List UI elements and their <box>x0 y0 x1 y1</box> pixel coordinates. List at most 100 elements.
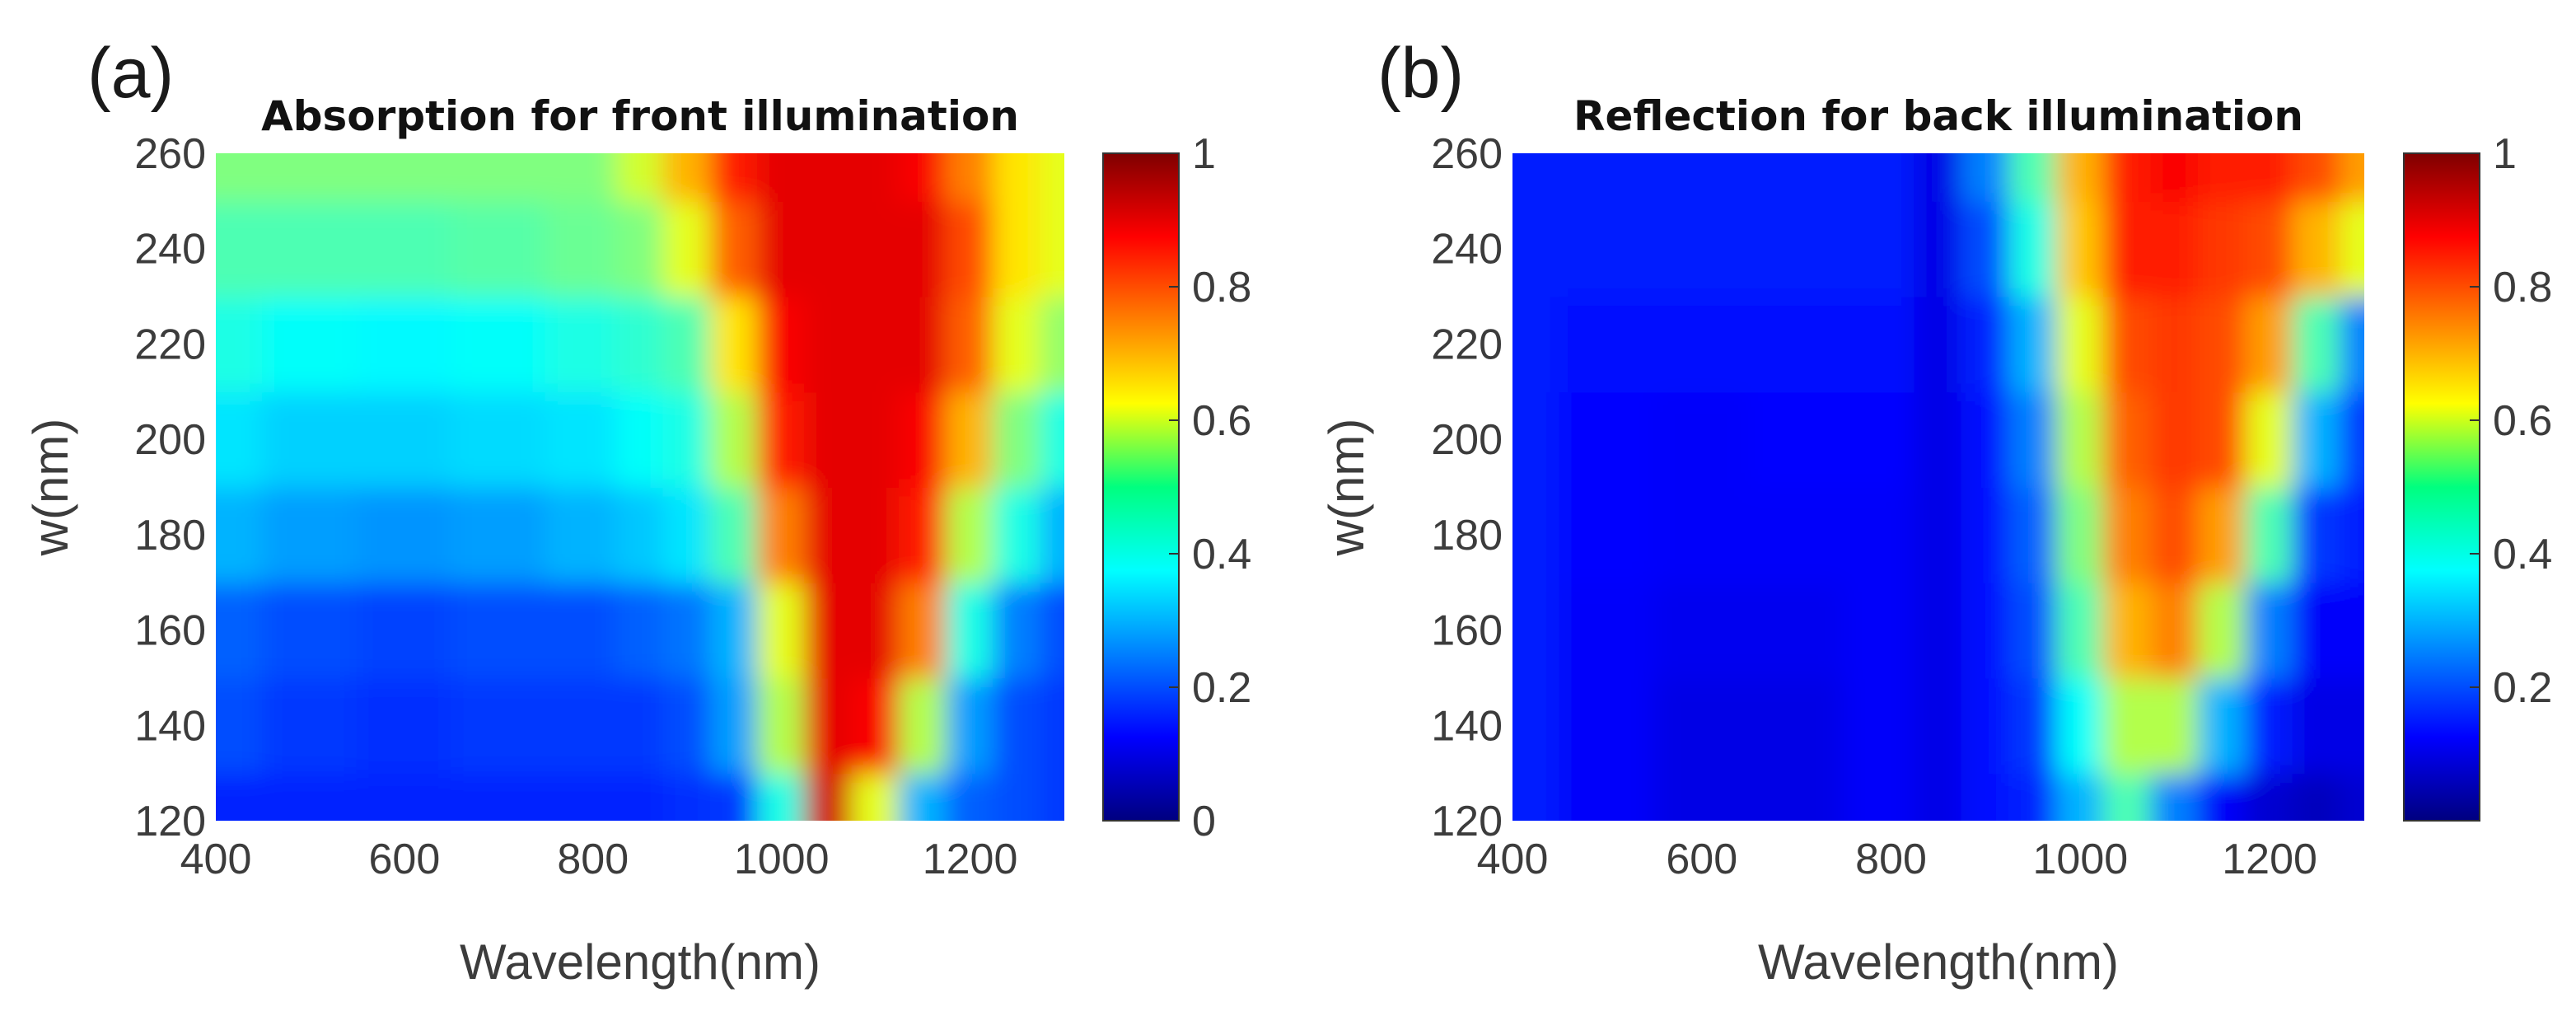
plot-title-b: Reflection for back illumination <box>1573 92 2303 140</box>
heat-cell <box>2197 295 2247 393</box>
heat-cell <box>1040 772 1064 821</box>
heat-cell <box>2008 581 2058 679</box>
heat-cell <box>851 486 900 583</box>
heat-cell <box>1512 486 1561 583</box>
heat-cell <box>2292 772 2342 821</box>
heat-cell <box>709 199 760 297</box>
heat-cell <box>2197 486 2247 583</box>
x-tick-label: 1200 <box>2222 836 2317 883</box>
heat-cell <box>1748 581 1845 679</box>
heat-cell <box>1512 199 1561 297</box>
heat-cell <box>545 199 618 297</box>
heat-cell <box>945 486 995 583</box>
heat-cell <box>851 199 900 297</box>
heat-cell <box>2008 391 2058 488</box>
heat-cell <box>1961 391 2011 488</box>
heat-cell <box>898 677 947 775</box>
heat-cell <box>2055 772 2106 821</box>
heat-cell <box>451 295 547 393</box>
heat-cell <box>662 295 712 393</box>
heat-cell <box>2055 199 2106 297</box>
heat-cell <box>2008 772 2058 821</box>
heat-cell <box>1653 153 1751 202</box>
heat-cell <box>262 581 358 679</box>
heat-cell <box>451 677 547 775</box>
heat-cell <box>615 772 665 821</box>
heat-cell <box>216 772 264 821</box>
x-tick-label: 400 <box>180 836 252 883</box>
heat-cell <box>2197 772 2247 821</box>
heat-cell <box>1748 391 1845 488</box>
y-tick-label: 220 <box>134 321 206 368</box>
heat-cell <box>993 677 1042 775</box>
heat-cell <box>262 486 358 583</box>
heat-cell <box>216 581 264 679</box>
heat-cell <box>2197 153 2247 202</box>
y-tick-label: 240 <box>1431 226 1503 274</box>
x-tick-label: 400 <box>1477 836 1549 883</box>
heat-cell <box>709 581 760 679</box>
heat-cell <box>945 295 995 393</box>
x-axis-label-b: Wavelength(nm) <box>1758 934 2119 990</box>
heat-cell <box>898 153 947 202</box>
y-tick-label: 160 <box>1431 607 1503 655</box>
heat-cell <box>804 391 853 488</box>
colorbar-ticks-b: 0.2 0.4 0.6 0.8 1 <box>2470 130 2552 712</box>
heat-cell <box>945 772 995 821</box>
heat-cell <box>545 677 618 775</box>
heat-cell <box>945 391 995 488</box>
heat-cell <box>2245 391 2294 488</box>
heat-cell <box>1512 772 1561 821</box>
y-axis-label-a: w(nm) <box>23 419 78 557</box>
heat-cell <box>356 581 453 679</box>
heat-cell <box>709 486 760 583</box>
heat-cell <box>2103 295 2153 393</box>
heat-cell <box>1040 199 1064 297</box>
y-tick-label: 120 <box>1431 798 1503 845</box>
heat-cell <box>216 677 264 775</box>
heat-cell <box>993 486 1042 583</box>
heat-cell <box>2150 391 2200 488</box>
y-tick-label: 260 <box>134 130 206 178</box>
heat-cell <box>804 295 853 393</box>
heat-cell <box>545 153 618 202</box>
heat-cell <box>2245 199 2294 297</box>
heat-cell <box>1914 391 1963 488</box>
y-tick-label: 200 <box>134 416 206 464</box>
heat-cell <box>1512 153 1561 202</box>
heat-cell <box>356 486 453 583</box>
heat-cell <box>1653 772 1751 821</box>
heat-cell <box>2008 486 2058 583</box>
heat-cell <box>2245 677 2294 775</box>
heat-cell <box>1040 153 1064 202</box>
x-tick-label: 1000 <box>2032 836 2128 883</box>
heat-cell <box>1748 153 1845 202</box>
heat-cell <box>615 581 665 679</box>
heat-cell <box>2340 486 2364 583</box>
heat-cell <box>1748 199 1845 297</box>
heat-cell <box>851 677 900 775</box>
heat-cell <box>2292 199 2342 297</box>
heat-cell <box>615 486 665 583</box>
heat-cell <box>993 199 1042 297</box>
heat-cell <box>1961 772 2011 821</box>
heat-cell <box>1961 153 2011 202</box>
heat-cell <box>945 581 995 679</box>
heat-cell <box>993 295 1042 393</box>
x-tick-label: 600 <box>369 836 441 883</box>
heat-cell <box>993 772 1042 821</box>
heat-cell <box>2055 295 2106 393</box>
heat-cell <box>2103 391 2153 488</box>
heat-cell <box>1559 295 1656 393</box>
y-tick-label: 200 <box>1431 416 1503 464</box>
colorbar-tick-label: 0.6 <box>1192 397 1251 445</box>
heat-cell <box>1653 391 1751 488</box>
heat-cell <box>216 199 264 297</box>
heat-cell <box>2103 153 2153 202</box>
colorbar-ticks-a: 0 0.2 0.4 0.6 0.8 1 <box>1169 130 1251 845</box>
heat-cell <box>993 391 1042 488</box>
heat-cell <box>1512 391 1561 488</box>
heat-cell <box>804 581 853 679</box>
heat-cell <box>1653 486 1751 583</box>
